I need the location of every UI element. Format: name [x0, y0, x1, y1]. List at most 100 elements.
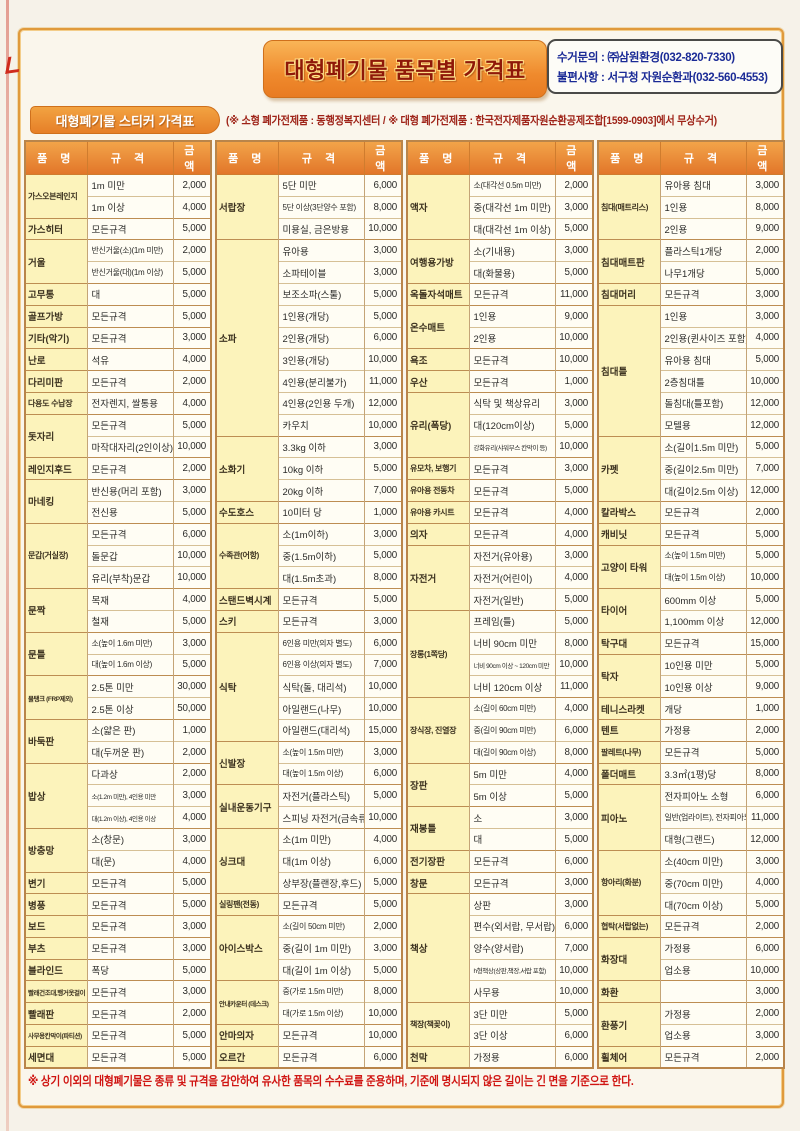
item-spec: 중(길이2.5m 미만)	[659, 457, 746, 480]
item-price: 5,000	[363, 304, 402, 328]
item-price: 8,000	[554, 631, 593, 655]
item-price: 2,000	[172, 457, 211, 480]
item-spec: 600mm 이상	[659, 588, 746, 611]
item-price: 10,000	[172, 566, 211, 589]
item-spec: 업소용	[659, 958, 746, 981]
item-price: 5,000	[554, 609, 593, 633]
item-price: 11,000	[554, 675, 593, 698]
item-price: 8,000	[554, 740, 593, 764]
item-spec: 3단 미만	[468, 1002, 555, 1025]
item-price: 10,000	[172, 544, 211, 567]
item-price: 2,000	[172, 762, 211, 785]
item-name: 신발장	[215, 740, 278, 785]
item-spec: 돌문갑	[86, 544, 173, 567]
item-spec: 모든규격	[86, 370, 173, 393]
item-spec: 전자렌지, 쌀통용	[86, 391, 173, 415]
item-price: 5,000	[172, 871, 211, 894]
item-spec: 소(1m이하)	[277, 522, 364, 546]
item-price: 5,000	[363, 588, 402, 611]
item-price: 5,000	[363, 544, 402, 567]
item-price: 3,000	[745, 980, 784, 1003]
appliance-note: (※ 소형 폐가전제품 : 동행정복지센터 / ※ 대형 폐가전제품 : 한국전…	[226, 115, 717, 127]
item-name: 책상	[406, 893, 469, 1003]
column-header: 품 명	[597, 140, 661, 175]
item-name: 의자	[406, 522, 469, 546]
item-spec: 소(1m 미만)	[277, 827, 364, 851]
item-spec: 2.5톤 미만	[86, 675, 173, 698]
item-price: 3,000	[745, 1024, 784, 1047]
item-name: 텐트	[597, 718, 660, 742]
item-spec: 모든규격	[659, 915, 746, 938]
item-spec: 10인용 미만	[659, 653, 746, 676]
item-spec: 5m 미만	[468, 762, 555, 785]
item-price: 5,000	[745, 653, 784, 676]
item-price: 10,000	[363, 675, 402, 698]
item-price: 3,000	[745, 174, 784, 197]
item-spec: 다과상	[86, 762, 173, 785]
item-spec: 중(70cm 미만)	[659, 871, 746, 894]
item-spec: 소(길이1.5m 미만)	[659, 435, 746, 458]
item-spec: 소(1.2m 미만), 4인용 미만	[86, 784, 173, 807]
item-spec: 소파테이블	[277, 261, 364, 284]
item-price: 5,000	[363, 893, 402, 916]
item-name: 거울	[24, 239, 87, 284]
column-header: 금 액	[745, 140, 785, 175]
item-spec: 유리(부착)문갑	[86, 566, 173, 589]
item-price: 12,000	[363, 391, 402, 415]
scan-edge	[6, 0, 9, 1131]
item-price: 6,000	[363, 174, 402, 197]
item-spec: 철재	[86, 609, 173, 633]
item-spec: 모든규격	[86, 915, 173, 938]
item-price: 3,000	[172, 827, 211, 851]
item-price: 3,000	[745, 304, 784, 328]
item-name: 여행용가방	[406, 239, 469, 284]
item-price: 11,000	[745, 806, 784, 829]
item-spec: 중(길이 90cm 미만)	[468, 718, 555, 742]
item-name: 물탱크 (FRP제외)	[24, 675, 87, 720]
item-spec: 대(가로 1.5m 이상)	[277, 1002, 364, 1025]
item-spec: 업소용	[659, 1024, 746, 1047]
item-price: 2,000	[745, 1002, 784, 1025]
item-spec: 가정용	[659, 936, 746, 960]
item-spec: 상판	[468, 893, 555, 916]
item-price: 3,000	[554, 871, 593, 894]
item-spec: 상부장(플랜장,후드)	[277, 871, 364, 894]
item-price: 5,000	[172, 893, 211, 916]
item-spec: 모든규격	[468, 282, 555, 306]
item-name: 침대(매트리스)	[597, 173, 660, 240]
item-price: 3,000	[363, 239, 402, 262]
item-spec: 대(문)	[86, 849, 173, 872]
item-price: 3,000	[172, 915, 211, 938]
item-price: 3,000	[172, 980, 211, 1003]
item-spec: 너비 90cm 이상 ~ 120cm 미만	[468, 653, 555, 676]
item-name: 유모차, 보행기	[406, 457, 469, 480]
item-spec: 가정용	[468, 1045, 555, 1069]
item-spec: 대(높이 1.6m 이상)	[86, 653, 173, 676]
item-spec: 소	[468, 806, 555, 829]
item-price: 6,000	[745, 784, 784, 807]
item-price: 5,000	[745, 740, 784, 764]
item-name: 변기	[24, 871, 87, 894]
item-name: 방충망	[24, 827, 87, 872]
item-name: 장판	[406, 762, 469, 807]
item-spec: 2인용(퀸사이즈 포함)	[659, 326, 746, 349]
item-spec: 미용실, 금은방용	[277, 217, 364, 240]
item-price: 15,000	[745, 631, 784, 655]
item-price: 8,000	[745, 195, 784, 219]
item-spec: 10kg 이하	[277, 457, 364, 480]
item-spec: 대(높이 1.5m 이상)	[659, 566, 746, 589]
item-name: 수족관(어항)	[215, 522, 278, 589]
item-spec: 유아용	[277, 239, 364, 262]
item-name: 스탠드벽시계	[215, 588, 278, 611]
item-price: 6,000	[554, 1045, 593, 1069]
item-spec: 대(대각선 1m 이상)	[468, 217, 555, 240]
item-spec: 모든규격	[659, 1045, 746, 1069]
item-price: 10,000	[363, 1002, 402, 1025]
item-price: 2,000	[745, 915, 784, 938]
item-name: 천막	[406, 1045, 469, 1069]
column-header: 금 액	[363, 140, 403, 175]
item-name: 항아리(화분)	[597, 849, 660, 916]
item-spec: 1인용	[659, 304, 746, 328]
item-price: 5,000	[172, 282, 211, 306]
item-spec: 돌침대(틀포함)	[659, 391, 746, 415]
